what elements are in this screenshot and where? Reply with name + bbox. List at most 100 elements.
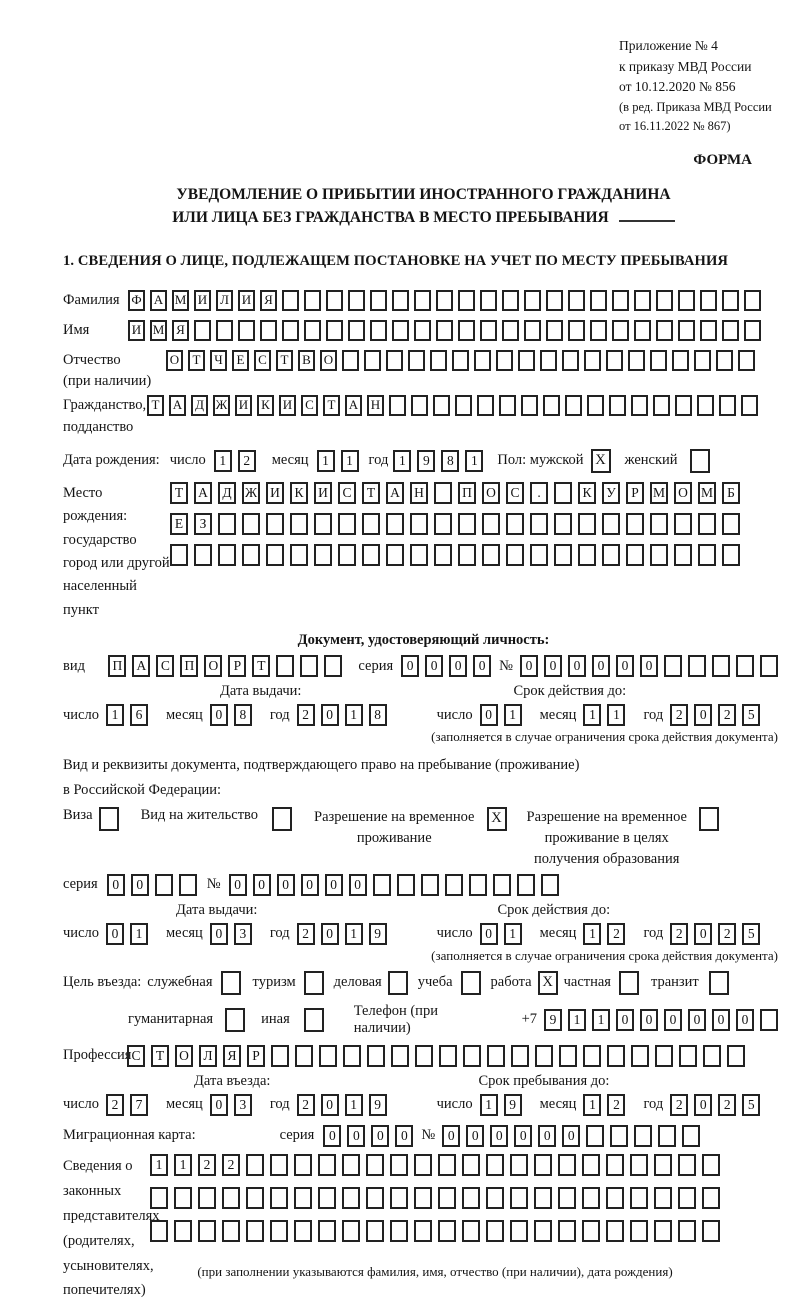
char-box[interactable] — [678, 319, 695, 341]
char-box[interactable] — [242, 512, 260, 535]
char-box[interactable]: 2 — [718, 922, 737, 945]
char-box[interactable] — [414, 1186, 432, 1209]
char-box[interactable] — [546, 290, 563, 312]
char-box[interactable] — [342, 1153, 360, 1176]
char-box[interactable] — [540, 349, 557, 371]
char-box[interactable] — [535, 1044, 553, 1067]
char-box[interactable]: А — [169, 395, 186, 417]
purpose-private-checkbox[interactable] — [618, 970, 639, 995]
char-box[interactable] — [463, 1044, 481, 1067]
char-box[interactable]: 1 — [213, 449, 232, 472]
char-box[interactable] — [510, 1219, 528, 1242]
char-box[interactable]: 6 — [129, 704, 148, 727]
char-box[interactable] — [222, 1186, 240, 1209]
char-box[interactable]: 0 — [694, 1093, 713, 1116]
char-box[interactable] — [372, 873, 391, 896]
char-box[interactable] — [468, 873, 487, 896]
char-box[interactable]: А — [132, 655, 151, 678]
char-box[interactable]: 0 — [320, 1093, 339, 1116]
char-box[interactable] — [543, 395, 560, 417]
char-box[interactable]: С — [506, 481, 524, 504]
char-box[interactable] — [438, 1153, 456, 1176]
char-box[interactable] — [511, 1044, 529, 1067]
char-box[interactable]: Д — [191, 395, 208, 417]
char-box[interactable] — [318, 1153, 336, 1176]
char-box[interactable] — [462, 1219, 480, 1242]
char-box[interactable] — [271, 1044, 289, 1067]
edu-permit-checkbox[interactable] — [698, 806, 719, 831]
char-box[interactable]: Н — [410, 481, 428, 504]
char-box[interactable] — [414, 290, 431, 312]
char-box[interactable] — [628, 349, 645, 371]
char-box[interactable] — [408, 349, 425, 371]
char-box[interactable]: 1 — [344, 1093, 363, 1116]
char-box[interactable]: И — [314, 481, 332, 504]
char-box[interactable] — [338, 512, 356, 535]
char-box[interactable] — [578, 512, 596, 535]
char-box[interactable] — [486, 1186, 504, 1209]
char-box[interactable]: О — [320, 349, 337, 371]
char-box[interactable] — [304, 319, 321, 341]
char-box[interactable]: С — [156, 655, 175, 678]
char-box[interactable] — [458, 290, 475, 312]
char-box[interactable] — [654, 1219, 672, 1242]
char-box[interactable]: К — [578, 481, 596, 504]
char-box[interactable] — [438, 1219, 456, 1242]
char-box[interactable] — [366, 1153, 384, 1176]
char-box[interactable] — [391, 1044, 409, 1067]
char-box[interactable] — [554, 543, 572, 566]
char-box[interactable] — [583, 1044, 601, 1067]
char-box[interactable] — [678, 1153, 696, 1176]
char-box[interactable] — [434, 481, 452, 504]
char-box[interactable]: 2 — [718, 704, 737, 727]
char-box[interactable] — [370, 290, 387, 312]
char-box[interactable] — [496, 349, 513, 371]
char-box[interactable] — [295, 1044, 313, 1067]
char-box[interactable] — [582, 1186, 600, 1209]
char-box[interactable]: Н — [367, 395, 384, 417]
char-box[interactable] — [702, 1153, 720, 1176]
char-box[interactable] — [458, 512, 476, 535]
char-box[interactable]: 0 — [300, 873, 319, 896]
char-box[interactable]: 0 — [712, 1008, 730, 1031]
char-box[interactable] — [727, 1044, 745, 1067]
char-box[interactable] — [562, 349, 579, 371]
char-box[interactable] — [672, 349, 689, 371]
char-box[interactable]: 0 — [323, 1124, 342, 1147]
char-box[interactable] — [675, 395, 692, 417]
char-box[interactable] — [558, 1153, 576, 1176]
char-box[interactable]: О — [175, 1044, 193, 1067]
char-box[interactable] — [434, 512, 452, 535]
char-box[interactable]: 1 — [592, 1008, 610, 1031]
char-box[interactable] — [462, 1186, 480, 1209]
char-box[interactable]: 1 — [344, 922, 363, 945]
char-box[interactable]: Т — [188, 349, 205, 371]
char-box[interactable]: И — [279, 395, 296, 417]
char-box[interactable] — [434, 543, 452, 566]
char-box[interactable]: 1 — [607, 704, 626, 727]
char-box[interactable] — [294, 1153, 312, 1176]
char-box[interactable] — [534, 1186, 552, 1209]
char-box[interactable] — [458, 319, 475, 341]
char-box[interactable] — [587, 395, 604, 417]
char-box[interactable]: И — [194, 290, 211, 312]
char-box[interactable] — [744, 319, 761, 341]
char-box[interactable]: 2 — [237, 449, 256, 472]
char-box[interactable]: С — [254, 349, 271, 371]
char-box[interactable] — [154, 873, 173, 896]
char-box[interactable] — [420, 873, 439, 896]
char-box[interactable]: С — [338, 481, 356, 504]
char-box[interactable] — [582, 1219, 600, 1242]
char-box[interactable] — [290, 512, 308, 535]
char-box[interactable] — [458, 543, 476, 566]
char-box[interactable]: 0 — [252, 873, 271, 896]
visa-checkbox[interactable] — [98, 806, 119, 831]
char-box[interactable] — [607, 1044, 625, 1067]
char-box[interactable] — [367, 1044, 385, 1067]
char-box[interactable] — [578, 543, 596, 566]
char-box[interactable] — [342, 1186, 360, 1209]
char-box[interactable]: 8 — [233, 704, 252, 727]
char-box[interactable]: 0 — [616, 1008, 634, 1031]
char-box[interactable] — [502, 290, 519, 312]
char-box[interactable] — [634, 1124, 653, 1147]
